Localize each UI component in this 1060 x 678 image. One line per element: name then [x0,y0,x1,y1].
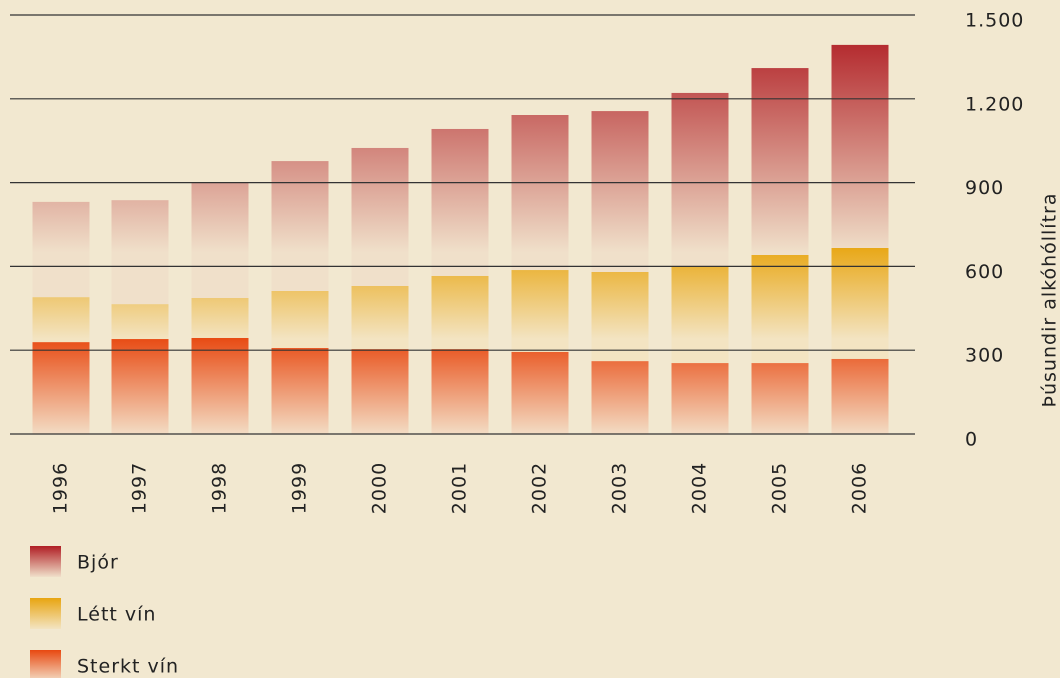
bar-segment [831,247,889,359]
x-tick-label: 2002 [529,462,551,514]
bar-segment [511,351,569,434]
y-tick-label: 300 [965,345,1004,367]
x-tick-label: 2004 [689,462,711,514]
x-tick-label: 2003 [609,462,631,514]
x-tick-label: 1996 [50,462,72,514]
bar-segment [431,349,489,434]
bar-segment [351,349,409,434]
legend-swatch [30,546,61,577]
bar-segment [111,304,169,340]
bar-segment [591,111,649,272]
bar-segment [111,200,169,305]
bar-segment [271,347,329,434]
bar-segment [511,115,569,271]
bar-segment [32,297,90,343]
bar-segment [32,201,90,298]
x-tick-label: 2005 [769,462,791,514]
bar-segment [751,363,809,434]
bar-segment [191,337,249,434]
x-tick-label: 2000 [369,462,391,514]
y-tick-label: 900 [965,177,1004,199]
bar-segment [671,92,729,267]
bar-segment [671,266,729,364]
x-tick-label: 1998 [209,462,231,514]
bar-segment [671,363,729,434]
y-tick-label: 0 [965,429,978,451]
bar-segment [591,361,649,434]
legend-label: Bjór [77,552,119,574]
bar-segment [831,358,889,434]
y-tick-label: 1.500 [965,10,1024,32]
bar-segment [111,339,169,434]
bar-segment [831,44,889,248]
bar-segment [271,290,329,348]
y-axis-label: Þúsundir alkóhóllítra [1039,193,1060,408]
y-tick-label: 600 [965,261,1004,283]
y-tick-label: 1.200 [965,93,1024,115]
x-tick-label: 2006 [849,462,871,514]
bar-segment [351,147,409,286]
x-tick-label: 1997 [129,462,151,514]
bar-segment [751,68,809,255]
bar-segment [751,254,809,364]
bar-segment [511,270,569,352]
bar-segment [351,285,409,350]
legend-swatch [30,650,61,678]
x-tick-label: 1999 [289,462,311,514]
bar-segment [191,182,249,298]
bar-segment [32,342,90,434]
bar-segment [271,161,329,291]
bar-segment [431,128,489,276]
bar-segment [191,297,249,338]
legend-label: Létt vín [77,604,156,626]
legend-swatch [30,598,61,629]
x-tick-label: 2001 [449,462,471,514]
bar-segment [591,271,649,362]
bar-segment [431,275,489,350]
legend-label: Sterkt vín [77,656,179,678]
